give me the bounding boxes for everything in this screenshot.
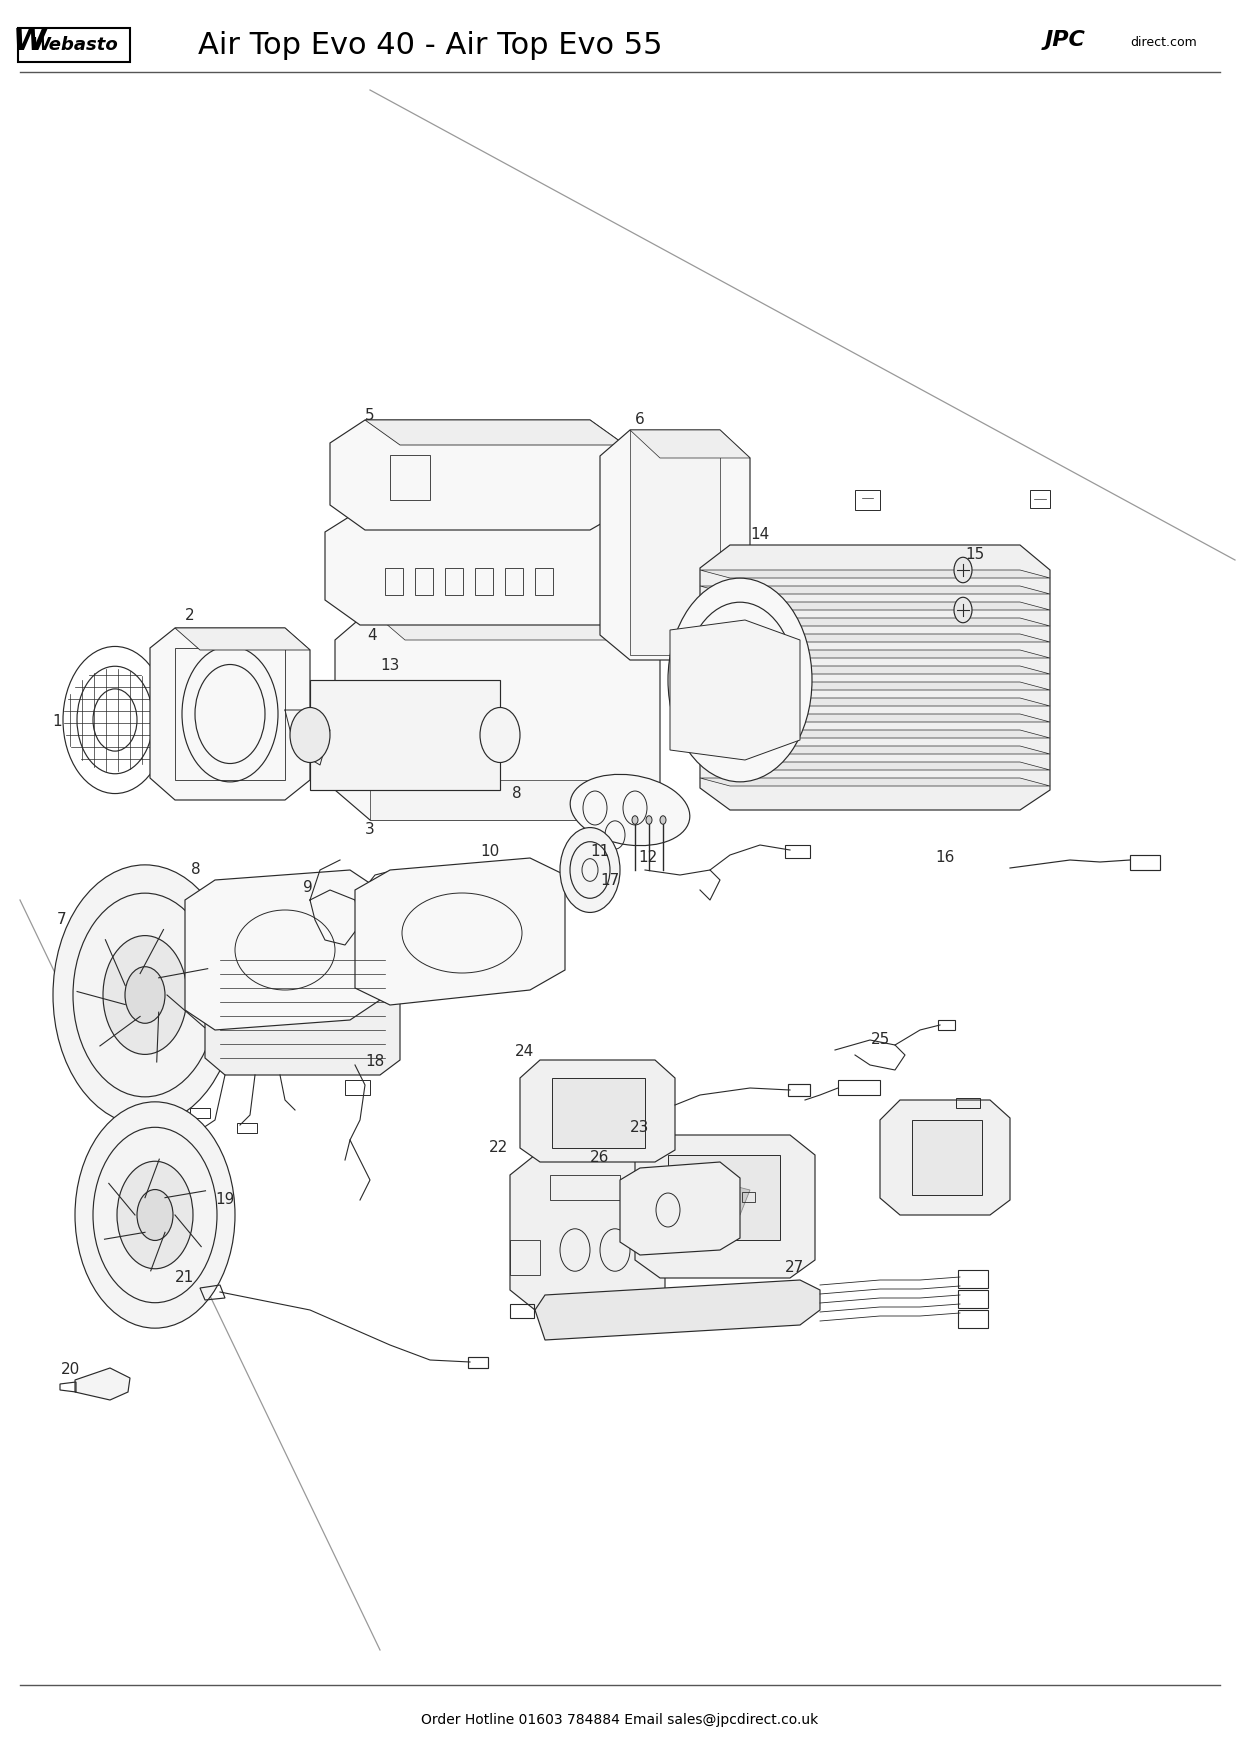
Circle shape bbox=[668, 579, 812, 782]
Text: 13: 13 bbox=[381, 658, 399, 672]
Polygon shape bbox=[620, 1161, 740, 1256]
Text: JPC: JPC bbox=[1044, 30, 1085, 51]
Polygon shape bbox=[701, 1180, 750, 1216]
Circle shape bbox=[53, 865, 237, 1124]
Text: 5: 5 bbox=[366, 407, 374, 423]
Circle shape bbox=[954, 598, 972, 623]
Polygon shape bbox=[552, 1079, 645, 1149]
Polygon shape bbox=[911, 1121, 982, 1194]
Text: 25: 25 bbox=[870, 1033, 889, 1047]
Text: 17: 17 bbox=[600, 872, 620, 888]
Text: 11: 11 bbox=[590, 844, 610, 859]
Text: 24: 24 bbox=[516, 1044, 534, 1059]
Circle shape bbox=[560, 828, 620, 912]
Polygon shape bbox=[370, 610, 660, 640]
Polygon shape bbox=[701, 745, 1050, 754]
Circle shape bbox=[632, 816, 639, 824]
Circle shape bbox=[117, 1161, 193, 1268]
Polygon shape bbox=[701, 698, 1050, 707]
Text: 20: 20 bbox=[61, 1363, 79, 1377]
Polygon shape bbox=[880, 1100, 1011, 1216]
Text: W: W bbox=[14, 28, 47, 56]
Polygon shape bbox=[630, 430, 720, 654]
Text: 18: 18 bbox=[366, 1054, 384, 1070]
Polygon shape bbox=[701, 667, 1050, 674]
Text: 22: 22 bbox=[489, 1140, 507, 1156]
Polygon shape bbox=[600, 430, 750, 660]
Polygon shape bbox=[701, 730, 1050, 738]
Circle shape bbox=[954, 558, 972, 582]
Text: 16: 16 bbox=[935, 851, 955, 865]
Polygon shape bbox=[701, 545, 1050, 810]
Text: 23: 23 bbox=[630, 1121, 650, 1135]
Circle shape bbox=[136, 1189, 174, 1240]
Circle shape bbox=[646, 816, 652, 824]
Text: 2: 2 bbox=[185, 607, 195, 623]
Polygon shape bbox=[205, 935, 401, 1075]
Polygon shape bbox=[701, 779, 1050, 786]
Text: 8: 8 bbox=[191, 863, 201, 877]
Text: direct.com: direct.com bbox=[1130, 35, 1197, 49]
Polygon shape bbox=[701, 617, 1050, 626]
Text: 19: 19 bbox=[216, 1193, 234, 1207]
Text: 1: 1 bbox=[52, 714, 62, 730]
Polygon shape bbox=[150, 628, 310, 800]
Text: 14: 14 bbox=[750, 528, 770, 542]
Text: 15: 15 bbox=[966, 547, 985, 563]
Polygon shape bbox=[701, 570, 1050, 579]
Circle shape bbox=[74, 1102, 236, 1328]
Polygon shape bbox=[175, 628, 310, 651]
Ellipse shape bbox=[290, 707, 330, 763]
Text: 8: 8 bbox=[512, 786, 522, 800]
Circle shape bbox=[660, 816, 666, 824]
Polygon shape bbox=[701, 602, 1050, 610]
Ellipse shape bbox=[570, 774, 689, 845]
Polygon shape bbox=[520, 1059, 675, 1161]
Polygon shape bbox=[310, 681, 500, 789]
Polygon shape bbox=[534, 1280, 820, 1340]
Text: Order Hotline 01603 784884 Email sales@jpcdirect.co.uk: Order Hotline 01603 784884 Email sales@j… bbox=[422, 1714, 818, 1728]
Polygon shape bbox=[19, 28, 130, 61]
Polygon shape bbox=[635, 1135, 815, 1279]
Text: 27: 27 bbox=[785, 1261, 805, 1275]
Polygon shape bbox=[701, 586, 1050, 595]
Polygon shape bbox=[325, 510, 655, 624]
Text: 3: 3 bbox=[365, 823, 374, 837]
Text: 6: 6 bbox=[635, 412, 645, 428]
Polygon shape bbox=[701, 761, 1050, 770]
Polygon shape bbox=[355, 858, 565, 1005]
Text: 9: 9 bbox=[303, 881, 312, 896]
Polygon shape bbox=[370, 781, 625, 821]
Polygon shape bbox=[668, 1154, 780, 1240]
Text: 21: 21 bbox=[175, 1270, 195, 1286]
Text: 26: 26 bbox=[590, 1151, 610, 1165]
Polygon shape bbox=[510, 1154, 665, 1310]
Polygon shape bbox=[365, 419, 625, 446]
Polygon shape bbox=[74, 1368, 130, 1400]
Polygon shape bbox=[701, 633, 1050, 642]
Circle shape bbox=[103, 935, 187, 1054]
Polygon shape bbox=[630, 430, 750, 458]
Polygon shape bbox=[670, 619, 800, 759]
Polygon shape bbox=[185, 870, 379, 1030]
Text: 10: 10 bbox=[480, 844, 500, 859]
Polygon shape bbox=[335, 610, 660, 821]
Ellipse shape bbox=[480, 707, 520, 763]
Text: Webasto: Webasto bbox=[30, 37, 118, 54]
Text: 4: 4 bbox=[367, 628, 377, 642]
Polygon shape bbox=[330, 419, 625, 530]
Polygon shape bbox=[701, 714, 1050, 723]
Text: 7: 7 bbox=[57, 912, 67, 928]
Polygon shape bbox=[701, 651, 1050, 658]
Circle shape bbox=[125, 966, 165, 1023]
Text: Air Top Evo 40 - Air Top Evo 55: Air Top Evo 40 - Air Top Evo 55 bbox=[197, 30, 662, 60]
Polygon shape bbox=[701, 682, 1050, 689]
Text: 12: 12 bbox=[639, 851, 657, 865]
